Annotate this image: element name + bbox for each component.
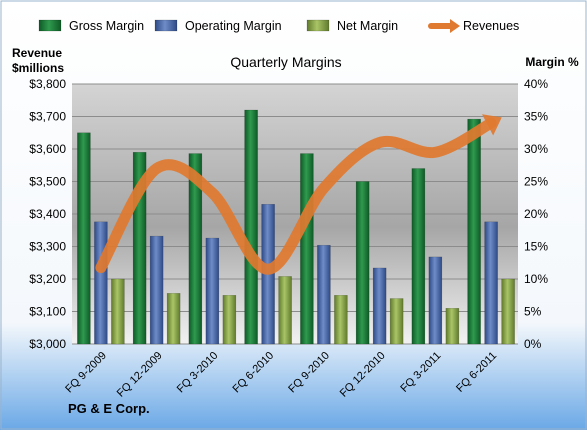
operating-margin-legend-swatch-icon: [154, 19, 178, 32]
net-margin-bar: [501, 278, 515, 345]
left-axis-label-line2: $millions: [12, 61, 64, 75]
right-tick-label: 0%: [524, 337, 542, 351]
left-axis-ticks: $3,000 $3,100 $3,200 $3,300 $3,400 $3,500 $3,6…: [29, 77, 66, 351]
gross-margin-bar: [244, 109, 258, 345]
company-name: PG & E Corp.: [68, 401, 150, 416]
net-margin-bar: [445, 308, 460, 345]
operating-margin-bar: [149, 235, 164, 345]
net-margin-bar: [389, 298, 404, 345]
operating-margin-bar: [372, 267, 387, 345]
right-tick-label: 25%: [524, 175, 548, 189]
right-tick-label: 35%: [524, 110, 548, 124]
right-tick-label: 15%: [524, 240, 548, 254]
net-margin-bar: [111, 278, 125, 345]
revenue-line: [95, 117, 497, 275]
right-tick-label: 10%: [524, 272, 548, 286]
right-tick-label: 20%: [524, 207, 548, 221]
gross-margin-bar: [188, 153, 203, 345]
legend-label: Revenues: [463, 19, 519, 33]
left-tick-label: $3,600: [29, 142, 66, 156]
revenues-legend-arrow-icon: [450, 19, 460, 33]
operating-margin-bar: [94, 221, 108, 345]
legend-label: Net Margin: [337, 19, 398, 33]
left-tick-label: $3,500: [29, 175, 66, 189]
net-margin-bar: [166, 293, 181, 345]
operating-margin-bar: [317, 244, 331, 345]
net-margin-bar: [222, 295, 237, 345]
net-margin-legend-swatch-icon: [306, 19, 330, 32]
legend-label: Operating Margin: [185, 19, 282, 33]
operating-margin-bar: [484, 221, 498, 345]
revenue-arrowhead: [482, 114, 502, 136]
right-axis-label: Margin %: [525, 55, 579, 69]
gross-margin-bar: [300, 153, 314, 345]
net-margin-bar: [278, 276, 292, 345]
left-tick-label: $3,800: [29, 77, 66, 91]
gross-margin-bar: [467, 118, 481, 345]
left-tick-label: $3,300: [29, 240, 66, 254]
right-tick-label: 30%: [524, 142, 548, 156]
legend-label: Gross Margin: [69, 19, 144, 33]
left-tick-label: $3,400: [29, 207, 66, 221]
right-tick-label: 40%: [524, 77, 548, 91]
right-tick-label: 5%: [524, 305, 542, 319]
left-tick-label: $3,000: [29, 337, 66, 351]
left-tick-label: $3,700: [29, 110, 66, 124]
left-axis-label-line1: Revenue: [12, 46, 62, 60]
revenue-line-group: [95, 114, 502, 275]
left-tick-label: $3,100: [29, 305, 66, 319]
gross-margin-bar: [77, 132, 91, 345]
left-tick-label: $3,200: [29, 272, 66, 286]
gross-margin-legend-swatch-icon: [38, 19, 62, 32]
gross-margin-bar: [355, 181, 370, 345]
legend: Gross Margin Operating Margin Net Margin Re…: [38, 19, 519, 33]
gross-margin-bar: [411, 168, 426, 345]
chart-title: Quarterly Margins: [230, 54, 341, 70]
operating-margin-bar: [428, 256, 443, 345]
net-margin-bar: [334, 295, 348, 345]
right-axis-ticks: 0% 5% 10% 15% 20% 25% 30% 35% 40%: [524, 77, 548, 351]
operating-margin-bar: [205, 237, 220, 345]
